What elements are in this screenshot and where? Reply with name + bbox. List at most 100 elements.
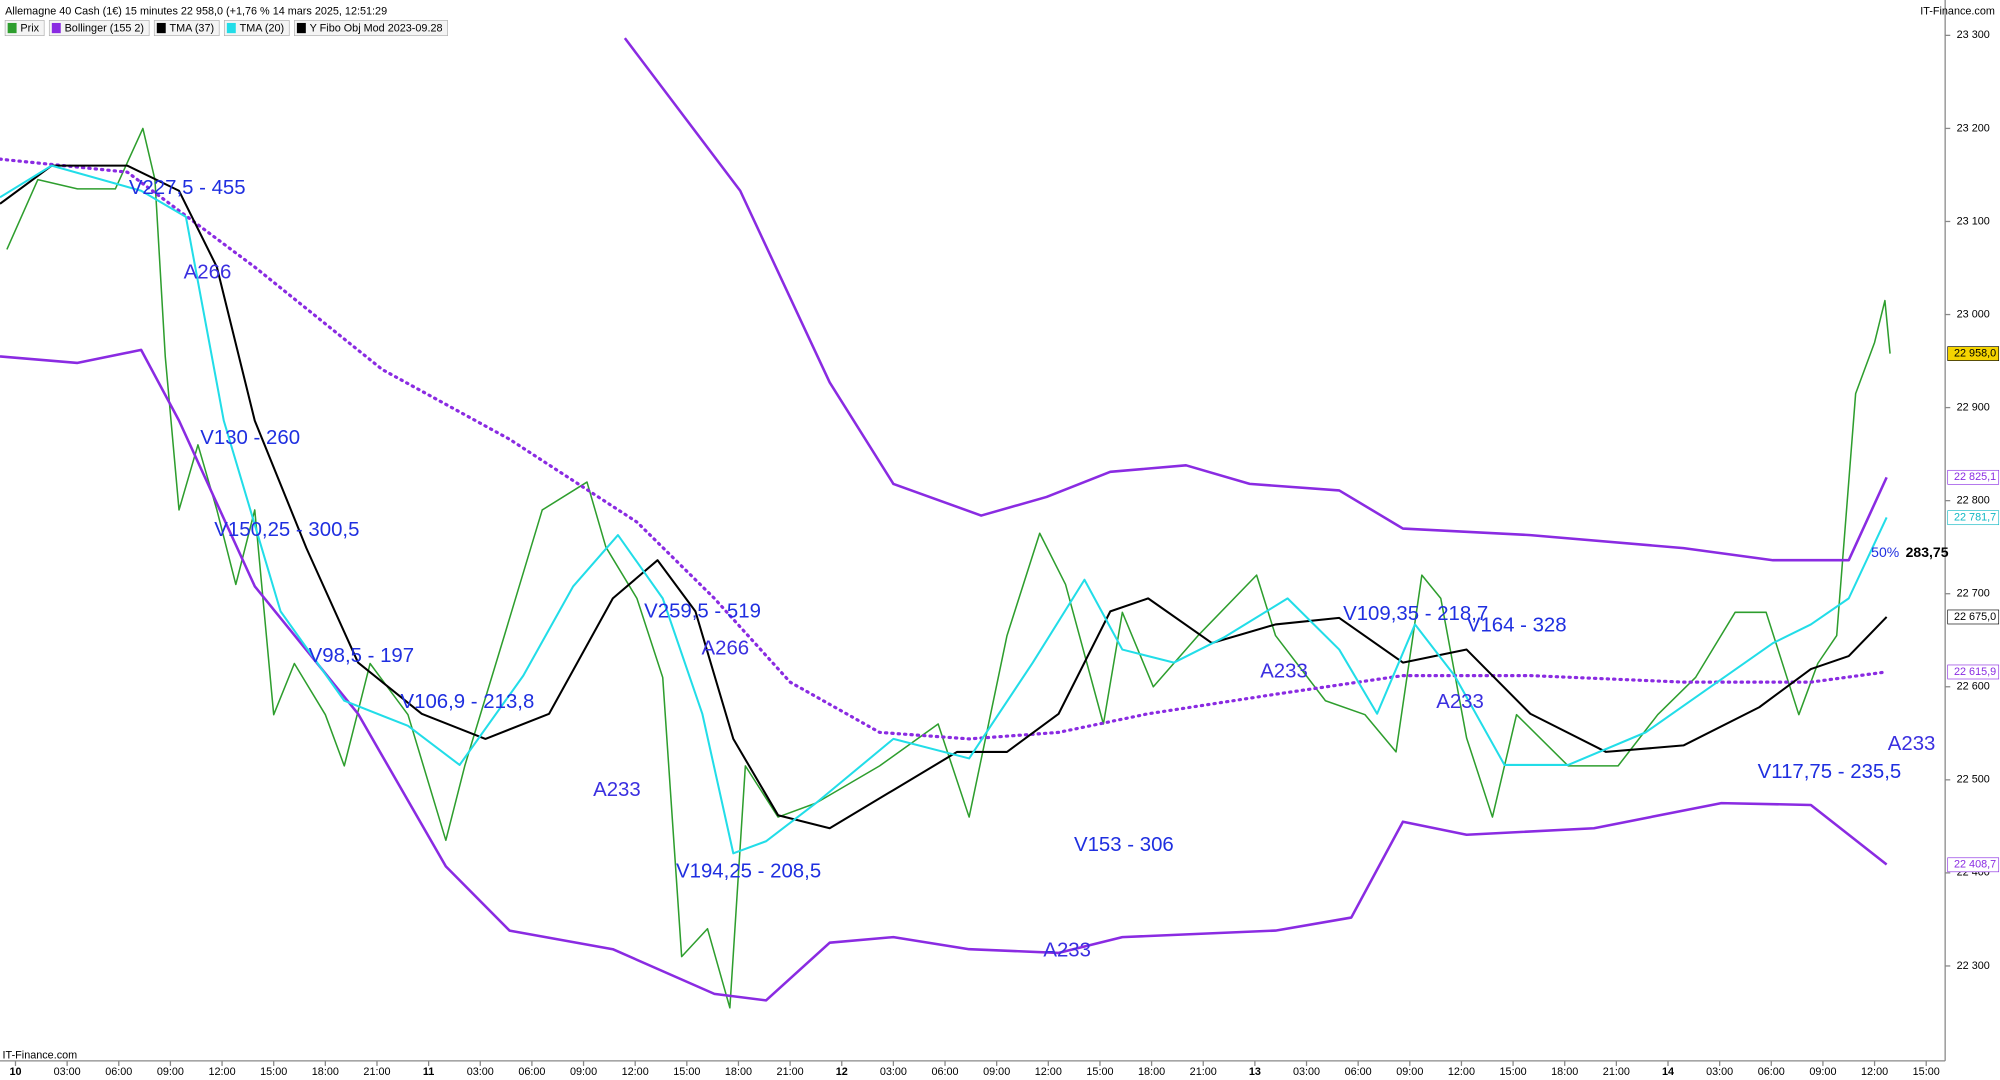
legend: Prix Bollinger (155 2) TMA (37) TMA (20) Y F… bbox=[4, 20, 448, 37]
price-label-box bbox=[1947, 510, 2000, 526]
annotation: V259,5 - 519 bbox=[644, 600, 761, 622]
x-tick-label: 03:00 bbox=[880, 1066, 907, 1078]
x-tick-label: 06:00 bbox=[931, 1066, 958, 1078]
x-tick-label: 03:00 bbox=[467, 1066, 494, 1078]
price-label: 22 958,0 bbox=[1954, 347, 1996, 359]
price-label: 22 615,9 bbox=[1954, 666, 1996, 678]
x-tick-label: 21:00 bbox=[363, 1066, 390, 1078]
annotation: A266 bbox=[184, 261, 232, 283]
y-tick-label: 22 800 bbox=[1957, 495, 1990, 507]
x-tick-label: 12:00 bbox=[1448, 1066, 1475, 1078]
price-label: 22 781,7 bbox=[1954, 512, 1996, 524]
x-tick-label: 15:00 bbox=[673, 1066, 700, 1078]
annotation: V164 - 328 bbox=[1467, 614, 1567, 636]
legend-swatch bbox=[51, 22, 61, 34]
x-tick-label: 15:00 bbox=[260, 1066, 287, 1078]
annotation: V98,5 - 197 bbox=[309, 645, 414, 667]
bollinger-lower bbox=[0, 348, 1888, 1002]
x-tick-label: 12:00 bbox=[209, 1066, 236, 1078]
x-tick-label: 06:00 bbox=[105, 1066, 132, 1078]
x-tick-label: 21:00 bbox=[1190, 1066, 1217, 1078]
annotation: 50% bbox=[1871, 544, 1899, 560]
annotation: V194,25 - 208,5 bbox=[676, 861, 821, 883]
source: IT-Finance.com bbox=[1920, 5, 1995, 17]
annotations: V227,5 - 455 A266 V130 - 260 V150,25 - 3… bbox=[129, 177, 1949, 961]
legend-label: Y Fibo Obj Mod 2023-09.28 bbox=[310, 23, 443, 35]
price-label-box bbox=[1947, 469, 2000, 485]
price-label: 22 408,7 bbox=[1954, 859, 1996, 871]
moving-average bbox=[0, 164, 1888, 855]
annotation: A233 bbox=[593, 779, 641, 801]
x-tick-label: 09:00 bbox=[570, 1066, 597, 1078]
annotation: V130 - 260 bbox=[200, 427, 300, 449]
annotation: V109,35 - 218,7 bbox=[1343, 603, 1488, 625]
footer: IT-Finance.com bbox=[3, 1050, 78, 1062]
x-tick-label: 09:00 bbox=[157, 1066, 184, 1078]
x-tick-label: 10 bbox=[9, 1066, 21, 1078]
x-tick-label: 21:00 bbox=[777, 1066, 804, 1078]
x-tick-label: 03:00 bbox=[1293, 1066, 1320, 1078]
x-tick-label: 06:00 bbox=[1758, 1066, 1785, 1078]
x-tick-label: 12:00 bbox=[622, 1066, 649, 1078]
legend-label: Bollinger (155 2) bbox=[65, 23, 144, 35]
price-label-box bbox=[1947, 664, 2000, 680]
x-tick-label: 18:00 bbox=[725, 1066, 752, 1078]
x-tick-label: 03:00 bbox=[1706, 1066, 1733, 1078]
price-label-box bbox=[1947, 857, 2000, 873]
legend-item-border bbox=[294, 20, 448, 37]
y-tick-label: 22 700 bbox=[1957, 588, 1990, 600]
legend-item-border bbox=[223, 20, 290, 37]
price-label: 22 825,1 bbox=[1954, 471, 1996, 483]
x-tick-label: 15:00 bbox=[1500, 1066, 1527, 1078]
annotation: A233 bbox=[1436, 691, 1484, 713]
x-tick-label: 12:00 bbox=[1035, 1066, 1062, 1078]
y-tick-label: 23 200 bbox=[1957, 122, 1990, 134]
y-tick-label: 22 400 bbox=[1957, 867, 1990, 879]
x-tick-label: 18:00 bbox=[312, 1066, 339, 1078]
y-tick-label: 22 500 bbox=[1957, 774, 1990, 786]
annotation: A233 bbox=[1043, 940, 1091, 962]
x-tick-label: 12:00 bbox=[1861, 1066, 1888, 1078]
legend-item-border bbox=[153, 20, 220, 37]
x-tick-label: 11 bbox=[423, 1066, 434, 1078]
x-tick-label: 06:00 bbox=[1345, 1066, 1372, 1078]
chart-title: Allemagne 40 Cash (1€) 15 minutes 22 958… bbox=[5, 5, 387, 17]
x-tick-label: 09:00 bbox=[983, 1066, 1010, 1078]
legend-label: TMA (37) bbox=[170, 23, 215, 35]
x-tick-label: 18:00 bbox=[1138, 1066, 1165, 1078]
annotation: V153 - 306 bbox=[1074, 834, 1174, 856]
x-tick-label: 21:00 bbox=[1603, 1066, 1630, 1078]
price-label: 22 675,0 bbox=[1954, 611, 1996, 623]
legend-label: Prix bbox=[20, 23, 39, 35]
x-tick-label: 15:00 bbox=[1913, 1066, 1940, 1078]
annotation: V106,9 - 213,8 bbox=[401, 691, 535, 713]
bollinger-upper bbox=[623, 37, 1888, 562]
annotation: 283,75 bbox=[1906, 544, 1949, 560]
y-tick-label: 22 600 bbox=[1957, 681, 1990, 693]
moving-average bbox=[0, 164, 1888, 830]
plot-area bbox=[0, 37, 1891, 1009]
annotation: A266 bbox=[702, 637, 750, 659]
x-tick-label: 09:00 bbox=[1396, 1066, 1423, 1078]
y-tick-label: 23 000 bbox=[1957, 308, 1990, 320]
annotation: V227,5 - 455 bbox=[129, 177, 246, 199]
legend-swatch bbox=[156, 22, 166, 34]
y-tick-label: 22 900 bbox=[1957, 401, 1990, 413]
x-tick-label: 06:00 bbox=[518, 1066, 545, 1078]
annotation: A233 bbox=[1888, 733, 1936, 755]
annotation: V150,25 - 300,5 bbox=[214, 519, 359, 541]
legend-swatch bbox=[226, 22, 236, 34]
x-tick-label: 15:00 bbox=[1086, 1066, 1113, 1078]
price-label-box bbox=[1947, 609, 2000, 625]
x-tick-label: 14 bbox=[1662, 1066, 1674, 1078]
price-label-box bbox=[1947, 346, 2000, 361]
x-tick-label: 18:00 bbox=[1551, 1066, 1578, 1078]
legend-label: TMA (20) bbox=[240, 23, 285, 35]
legend-swatch bbox=[7, 22, 17, 34]
y-tick-label: 22 300 bbox=[1957, 960, 1990, 972]
legend-swatch bbox=[296, 22, 306, 34]
x-tick-label: 12 bbox=[836, 1066, 848, 1078]
annotation: V117,75 - 235,5 bbox=[1758, 761, 1902, 783]
